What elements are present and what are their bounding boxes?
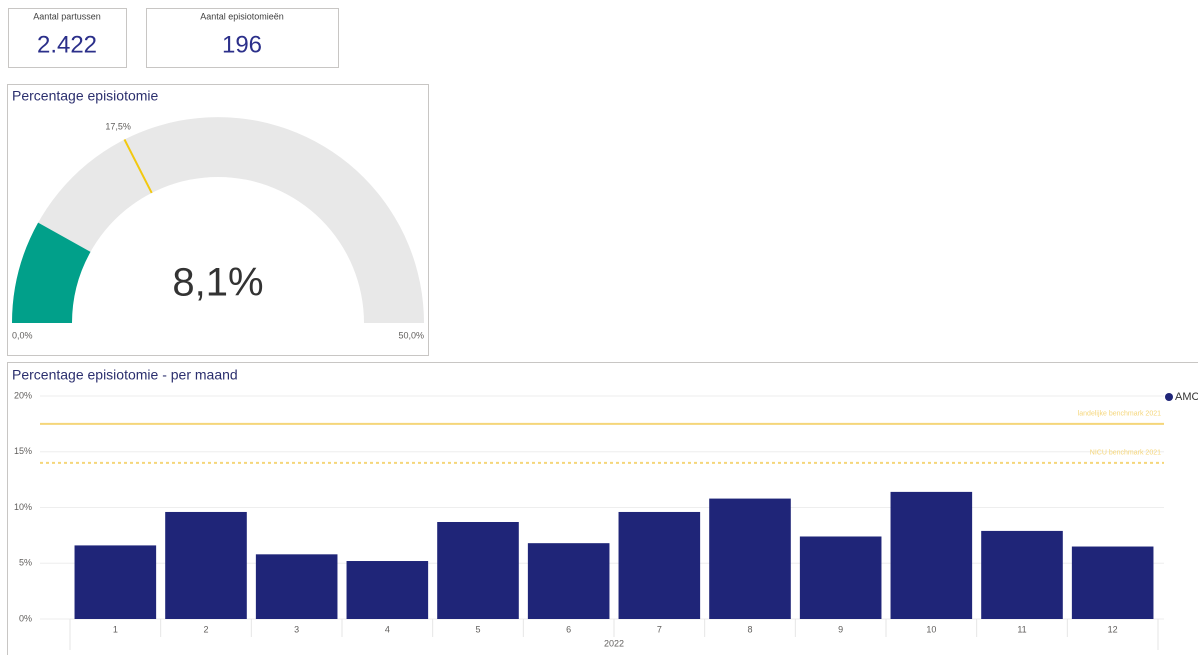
bar — [346, 561, 429, 619]
x-group-label: 2022 — [604, 638, 624, 648]
gauge-value — [12, 222, 91, 323]
bar — [618, 511, 701, 619]
gauge-target — [123, 138, 153, 194]
gauge-min-label: 0,0% — [12, 330, 33, 340]
y-tick-label: 10% — [14, 502, 32, 512]
bar — [1071, 546, 1154, 619]
x-tick-label: 7 — [657, 624, 662, 634]
bar — [255, 554, 338, 619]
card-label: Aantal episiotomieën — [200, 11, 284, 21]
bar — [527, 543, 610, 619]
y-tick-label: 15% — [14, 446, 32, 456]
bar — [981, 530, 1063, 619]
bar — [165, 511, 247, 619]
x-tick-label: 6 — [566, 624, 571, 634]
card-frame — [146, 8, 339, 68]
legend-marker — [1165, 393, 1173, 401]
reference-label: NICU benchmark 2021 — [1090, 450, 1161, 457]
gauge-track — [12, 117, 424, 323]
bar-title: Percentage episiotomie - per maand — [12, 367, 238, 383]
legend-label: AMC — [1175, 391, 1198, 403]
x-tick-label: 9 — [838, 624, 843, 634]
x-tick-label: 3 — [294, 624, 299, 634]
bar — [799, 536, 882, 619]
reference-label: landelijke benchmark 2021 — [1078, 411, 1161, 418]
card-value: 196 — [222, 31, 262, 58]
bar — [437, 521, 519, 619]
x-tick-label: 2 — [203, 624, 208, 634]
x-tick-label: 10 — [926, 624, 936, 634]
bar — [74, 545, 157, 619]
x-tick-label: 5 — [475, 624, 480, 634]
x-tick-label: 12 — [1108, 624, 1118, 634]
x-tick-label: 4 — [385, 624, 390, 634]
x-tick-label: 1 — [113, 624, 118, 634]
y-tick-label: 5% — [19, 558, 32, 568]
gauge-title: Percentage episiotomie — [12, 88, 159, 104]
bar — [890, 491, 973, 619]
y-tick-label: 20% — [14, 390, 32, 400]
x-tick-label: 11 — [1017, 624, 1026, 634]
card-value: 2.422 — [37, 31, 97, 58]
card-label: Aantal partussen — [33, 11, 101, 21]
bar — [709, 498, 791, 619]
y-tick-label: 0% — [19, 613, 32, 623]
gauge-value-label: 8,1% — [172, 261, 263, 305]
x-tick-label: 8 — [747, 624, 752, 634]
gauge-target-label: 17,5% — [105, 121, 131, 131]
card-frame — [8, 8, 127, 68]
gauge-max-label: 50,0% — [398, 330, 424, 340]
